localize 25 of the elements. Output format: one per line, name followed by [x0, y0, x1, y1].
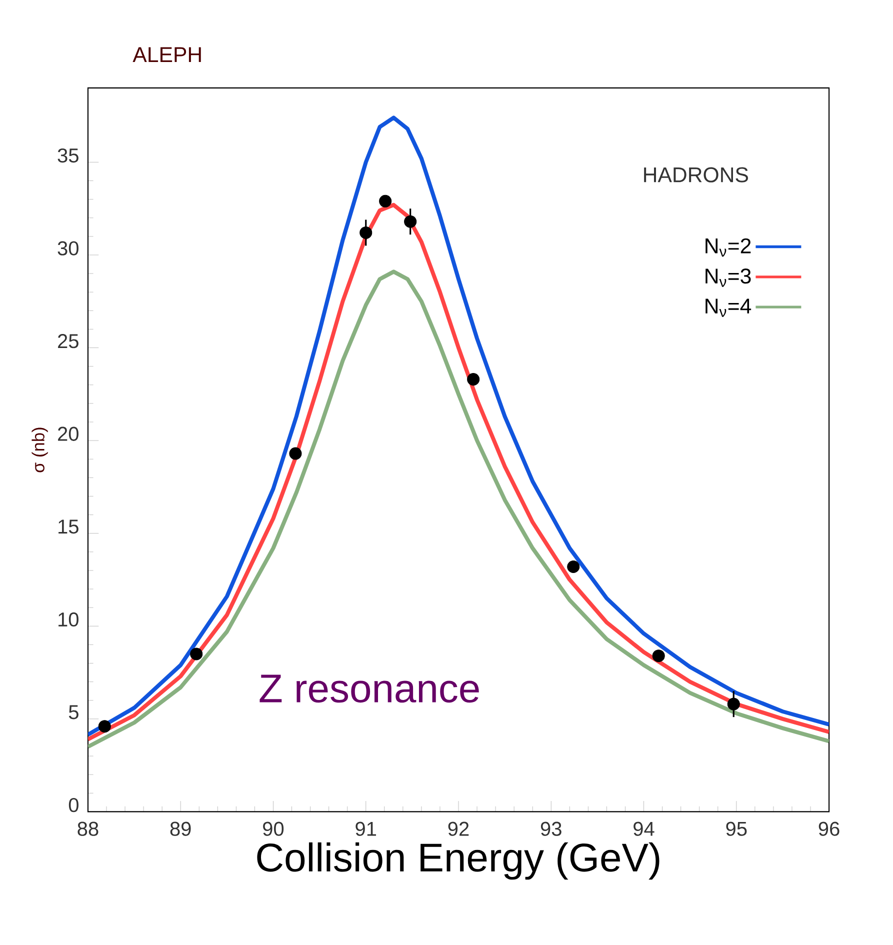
- x-tick-label: 94: [634, 822, 654, 836]
- x-tick-label: 88: [78, 822, 98, 836]
- y-tick-label: 15: [58, 520, 78, 534]
- x-tick-label: 91: [356, 822, 376, 836]
- x-tick-label: 93: [540, 822, 562, 836]
- y-tick-label: 10: [58, 612, 78, 627]
- x-tick-label: 90: [263, 822, 284, 836]
- annotation: HADRONS: [644, 167, 748, 182]
- y-tick-label: 25: [58, 334, 78, 348]
- legend-label: N$_{ν}$=4: [706, 298, 752, 317]
- y-tick-label: 0: [68, 798, 78, 812]
- annotation: Z resonance: [260, 674, 479, 703]
- y-tick-label: 30: [58, 241, 78, 256]
- chart-title: ALEPH: [132, 47, 201, 62]
- y-tick-label: 20: [58, 426, 78, 441]
- x-tick-label: 95: [726, 822, 747, 836]
- y-axis-title: σ (nb): [32, 428, 48, 472]
- x-tick-label: 89: [170, 822, 191, 836]
- x-tick-label: 92: [448, 822, 469, 836]
- legend-label: N$_{ν}$=2: [706, 238, 751, 257]
- x-tick-label: 96: [818, 822, 840, 836]
- y-tick-label: 35: [58, 148, 78, 163]
- y-tick-label: 5: [68, 705, 78, 720]
- legend-label: N$_{ν}$=3: [706, 268, 751, 287]
- x-axis-title: Collision Energy (GeV): [257, 842, 660, 880]
